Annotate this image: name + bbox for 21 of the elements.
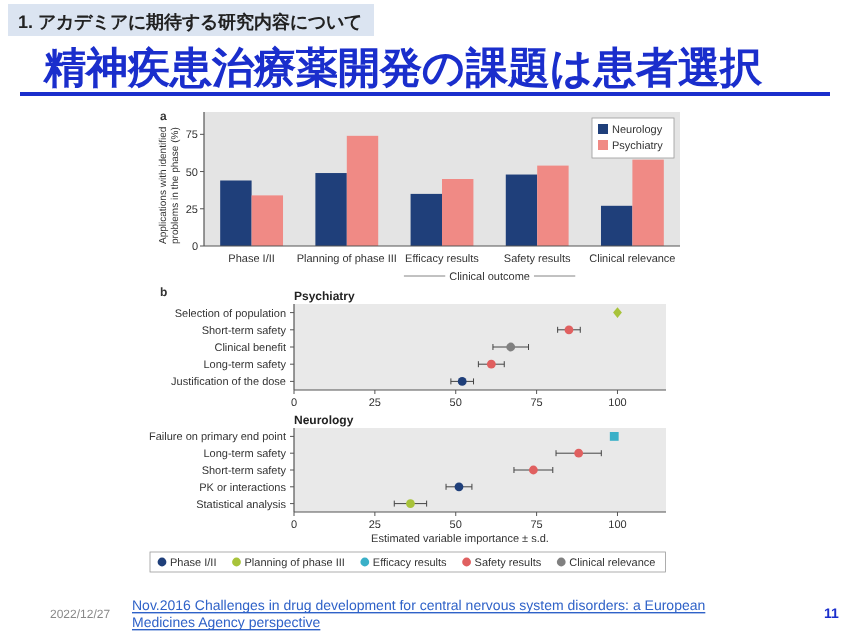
point (486, 359, 496, 369)
point (574, 448, 584, 458)
bar (220, 180, 252, 246)
bar (600, 205, 633, 246)
bar (251, 195, 284, 246)
bar (315, 173, 347, 246)
text: 精神疾患治療薬開発の課題は患者選択 (42, 44, 764, 92)
point (609, 432, 619, 441)
bar (410, 193, 442, 246)
bar (442, 179, 474, 246)
bar (537, 165, 569, 246)
point (528, 465, 538, 475)
point (613, 307, 622, 318)
point (454, 482, 464, 492)
point (457, 377, 467, 386)
bar (505, 174, 538, 246)
text: 1. アカデミアに期待する研究内容について (18, 12, 363, 32)
point (564, 325, 574, 335)
point (506, 342, 516, 352)
bar (346, 135, 379, 246)
point (406, 499, 415, 508)
